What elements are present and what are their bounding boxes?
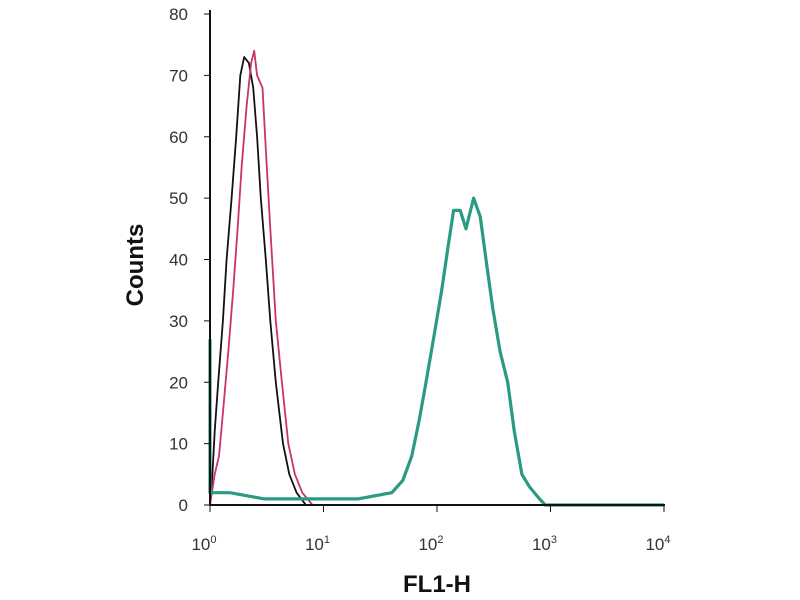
- y-tick-label: 30: [169, 312, 188, 331]
- y-tick-label: 70: [169, 66, 188, 85]
- y-tick-label: 50: [169, 189, 188, 208]
- x-tick-label: 103: [532, 534, 557, 554]
- y-tick-label: 20: [169, 373, 188, 392]
- x-tick-label: 101: [305, 534, 330, 554]
- y-axis-label: Counts: [122, 224, 149, 307]
- y-tick-label: 60: [169, 128, 188, 147]
- x-tick-label: 102: [418, 534, 443, 554]
- histogram-series-3: [208, 196, 664, 507]
- histogram-series-1: [209, 14, 307, 506]
- x-tick-label: 100: [191, 534, 216, 554]
- x-axis-label: FL1-H: [403, 571, 471, 598]
- y-tick-label: 0: [179, 496, 188, 515]
- x-tick-label: 104: [645, 534, 670, 554]
- y-tick-label: 80: [169, 5, 188, 24]
- y-tick-label: 40: [169, 251, 188, 270]
- y-tick-label: 10: [169, 435, 188, 454]
- histogram-series-2: [209, 38, 664, 506]
